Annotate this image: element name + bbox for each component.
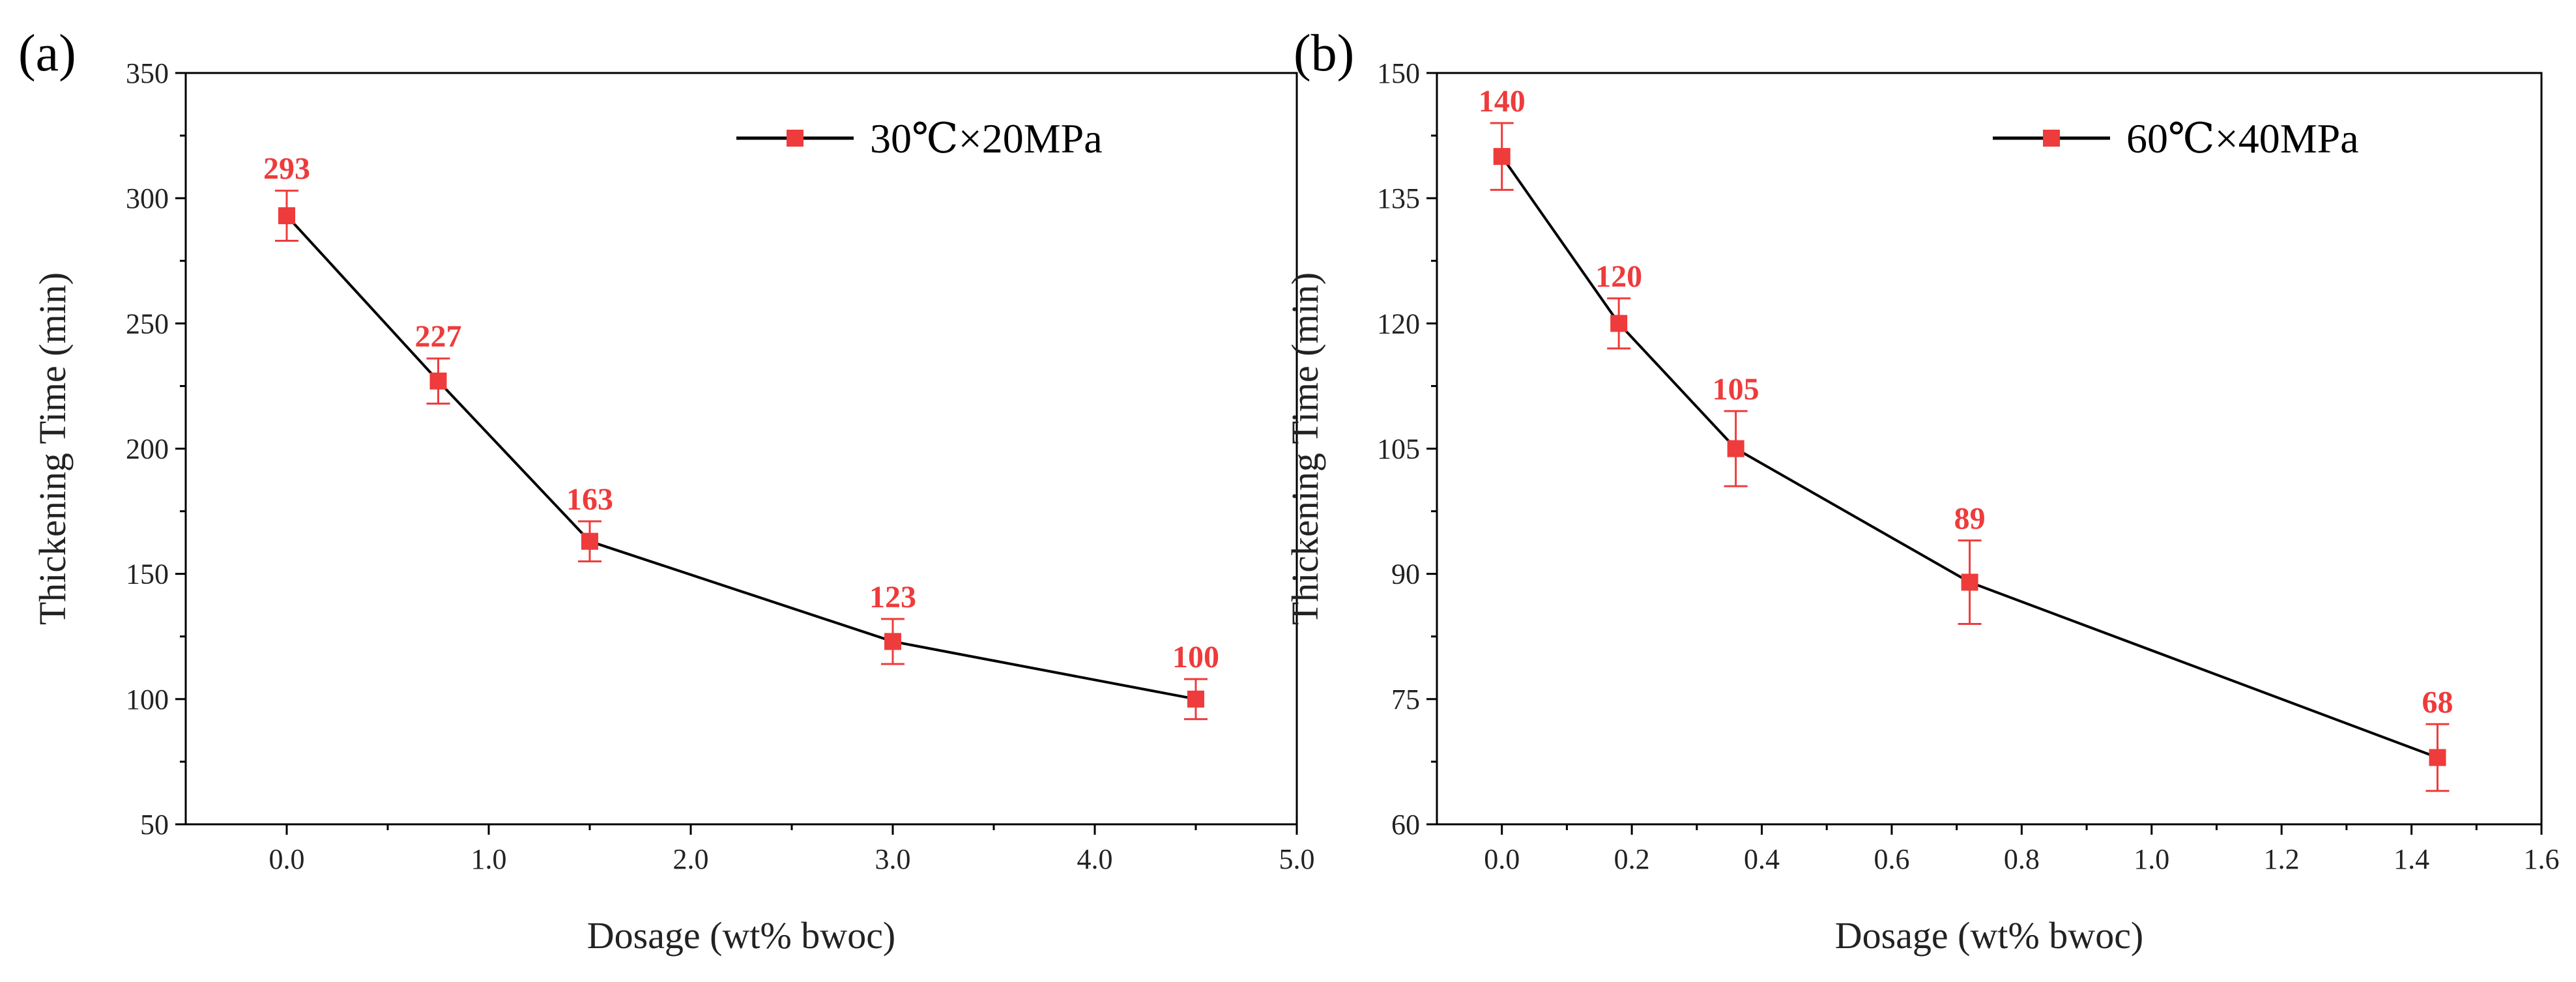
data-label: 140	[1479, 84, 1526, 119]
y-tick-label: 105	[1377, 433, 1420, 465]
data-point	[884, 633, 901, 650]
x-axis-label: Dosage (wt% bwoc)	[587, 914, 896, 957]
plot-frame	[1436, 72, 2543, 826]
data-label: 100	[1172, 640, 1219, 674]
y-tick-label: 50	[140, 809, 169, 841]
data-point	[581, 532, 598, 550]
data-label: 227	[415, 319, 462, 354]
legend-marker	[787, 130, 803, 147]
y-tick-label: 150	[126, 558, 169, 590]
data-label: 163	[566, 482, 613, 517]
data-point	[1727, 440, 1744, 457]
y-tick-label: 90	[1391, 558, 1420, 590]
data-label: 123	[869, 580, 916, 614]
data-point	[278, 207, 295, 225]
data-point	[2429, 749, 2446, 766]
y-tick-label: 150	[1377, 57, 1420, 89]
legend-marker	[2043, 130, 2060, 147]
x-tick-label: 1.4	[2394, 843, 2429, 875]
data-label: 120	[1595, 259, 1642, 294]
x-tick-label: 0.0	[269, 843, 305, 875]
data-point	[1187, 690, 1204, 708]
data-label: 89	[1954, 501, 1986, 536]
x-tick-label: 1.2	[2264, 843, 2300, 875]
x-tick-label: 0.6	[1874, 843, 1909, 875]
x-tick-label: 5.0	[1279, 843, 1315, 875]
data-label: 293	[263, 152, 310, 186]
panel-label: (b)	[1294, 25, 1354, 82]
y-tick-label: 135	[1377, 182, 1420, 214]
panel-b: 0.0 0.2 0.4 0.6 0.8 1.0 1.2 1.4 1.6 60 75 90 105 120 1…	[1284, 25, 2560, 957]
y-tick-label: 300	[126, 182, 169, 214]
data-point	[429, 372, 447, 390]
legend-entry: 60℃×40MPa	[2126, 115, 2359, 162]
panel-label: (a)	[18, 25, 76, 82]
x-tick-label: 0.0	[1484, 843, 1520, 875]
x-tick-label: 0.2	[1614, 843, 1650, 875]
series-line	[1501, 155, 2439, 759]
x-tick-label: 4.0	[1077, 843, 1113, 875]
y-axis-label: Thickening Time (min)	[1284, 272, 1326, 625]
y-tick-label: 120	[1377, 308, 1420, 339]
series-line	[285, 214, 1196, 700]
panel-a: 0.0 1.0 2.0 3.0 4.0 5.0 50 100 150 200 250 300 350 Do…	[18, 25, 1315, 957]
data-label: 68	[2422, 685, 2453, 719]
y-tick-label: 60	[1391, 809, 1420, 841]
x-tick-label: 0.8	[2004, 843, 2040, 875]
y-tick-label: 75	[1391, 684, 1420, 715]
plot-frame	[184, 72, 1298, 826]
legend-entry: 30℃×20MPa	[870, 115, 1103, 162]
y-axis-label: Thickening Time (min)	[31, 272, 74, 625]
y-tick-label: 250	[126, 308, 169, 339]
y-tick-label: 100	[126, 684, 169, 715]
x-tick-label: 0.4	[1744, 843, 1780, 875]
data-label: 105	[1713, 372, 1759, 407]
x-axis-label: Dosage (wt% bwoc)	[1835, 914, 2144, 957]
data-point	[1610, 315, 1628, 332]
data-point	[1493, 148, 1511, 166]
y-tick-label: 200	[126, 433, 169, 465]
data-point	[1961, 573, 1978, 591]
x-tick-label: 1.6	[2524, 843, 2560, 875]
x-tick-label: 3.0	[875, 843, 911, 875]
y-tick-label: 350	[126, 57, 169, 89]
x-tick-label: 2.0	[673, 843, 709, 875]
x-tick-label: 1.0	[2134, 843, 2169, 875]
x-tick-label: 1.0	[471, 843, 507, 875]
